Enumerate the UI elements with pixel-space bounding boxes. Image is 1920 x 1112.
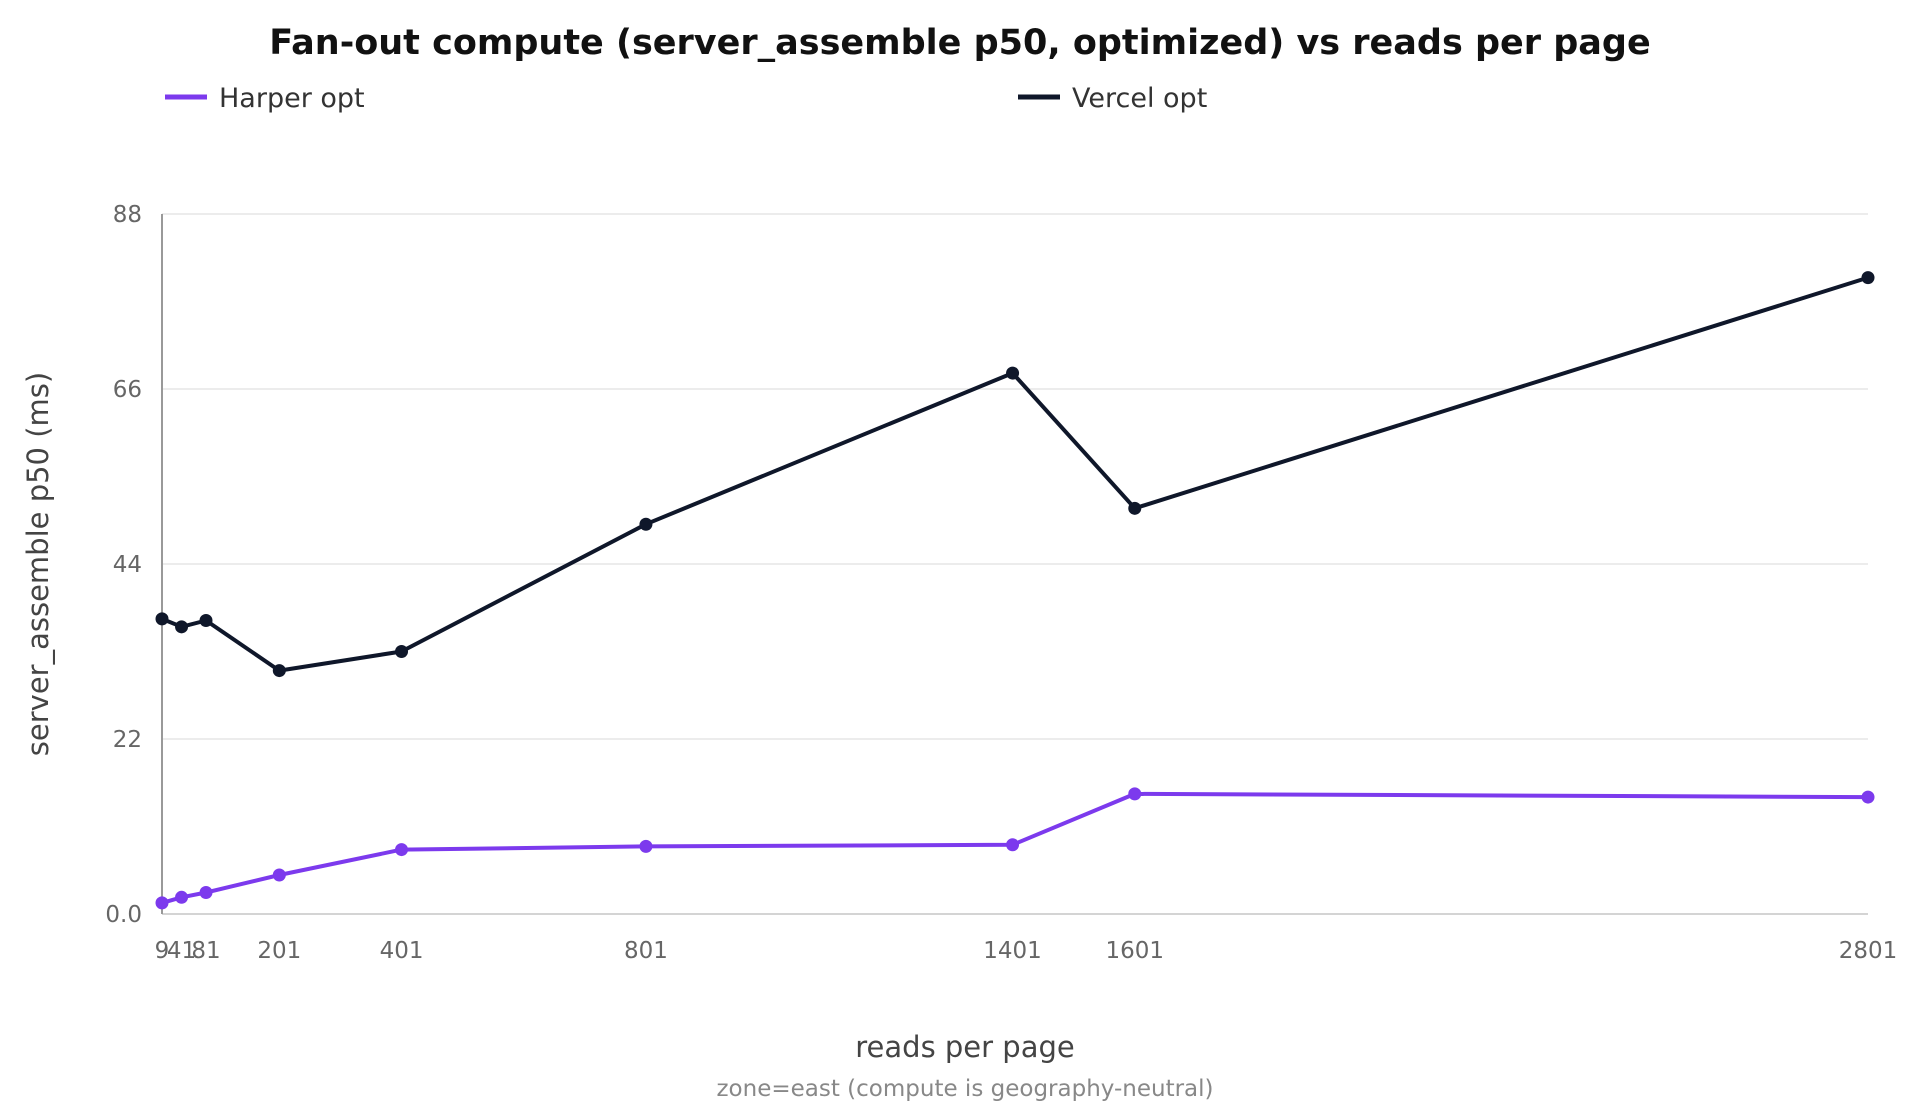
x-tick-label: 41 bbox=[167, 938, 196, 964]
chart-caption: zone=east (compute is geography-neutral) bbox=[716, 1076, 1213, 1102]
data-point-harper bbox=[639, 839, 653, 853]
data-point-harper bbox=[155, 896, 169, 910]
data-point-vercel bbox=[1006, 366, 1020, 380]
data-point-vercel bbox=[175, 620, 189, 634]
data-point-harper bbox=[272, 868, 286, 882]
data-point-harper bbox=[1128, 787, 1142, 801]
x-tick-label: 9 bbox=[155, 938, 170, 964]
x-tick-label: 1601 bbox=[1105, 938, 1164, 964]
data-point-harper bbox=[395, 843, 409, 857]
legend: Harper opt Vercel opt bbox=[165, 83, 1207, 114]
series-line-vercel bbox=[161, 275, 1869, 673]
x-tick-label: 2801 bbox=[1839, 938, 1898, 964]
series-group bbox=[155, 271, 1875, 910]
x-tick-label: 1401 bbox=[983, 938, 1042, 964]
x-tick-label: 401 bbox=[380, 938, 424, 964]
data-point-vercel bbox=[199, 613, 213, 627]
data-point-harper bbox=[1006, 838, 1020, 852]
y-tick-labels: 0.0 22 44 66 88 bbox=[105, 202, 142, 928]
data-point-vercel bbox=[1128, 501, 1142, 515]
x-tick-label: 201 bbox=[257, 938, 301, 964]
y-tick-label: 88 bbox=[113, 202, 142, 228]
x-tick-label: 801 bbox=[624, 938, 668, 964]
data-point-vercel bbox=[155, 612, 169, 626]
y-tick-label: 44 bbox=[113, 552, 142, 578]
data-point-harper bbox=[175, 890, 189, 904]
legend-label-harper: Harper opt bbox=[219, 83, 365, 114]
y-tick-label: 22 bbox=[113, 727, 142, 753]
data-point-vercel bbox=[395, 645, 409, 658]
chart-title: Fan-out compute (server_assemble p50, op… bbox=[269, 23, 1650, 63]
y-axis-label: server_assemble p50 (ms) bbox=[21, 372, 55, 756]
data-point-vercel bbox=[1861, 271, 1875, 285]
x-tick-label: 81 bbox=[191, 938, 220, 964]
legend-label-vercel: Vercel opt bbox=[1072, 83, 1207, 114]
data-point-harper bbox=[199, 886, 213, 900]
data-point-vercel bbox=[639, 517, 653, 531]
data-point-vercel bbox=[272, 664, 286, 678]
y-tick-label: 66 bbox=[113, 377, 142, 403]
gridlines bbox=[162, 213, 1868, 915]
y-tick-label: 0.0 bbox=[105, 902, 142, 928]
x-axis-label: reads per page bbox=[855, 1030, 1074, 1064]
data-point-harper bbox=[1861, 790, 1875, 804]
